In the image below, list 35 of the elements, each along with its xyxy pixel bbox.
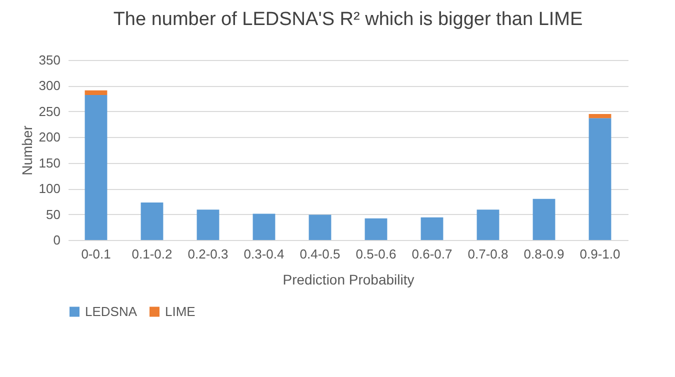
x-tick-label: 0-0.1 <box>81 246 111 262</box>
bar <box>532 198 556 240</box>
bar <box>476 210 500 240</box>
x-tick-label: 0.2-0.3 <box>188 246 228 262</box>
y-tick-label: 250 <box>38 104 60 119</box>
x-tick-label: 0.4-0.5 <box>300 246 340 262</box>
x-tick-label: 0.5-0.6 <box>356 246 396 262</box>
chart-title: The number of LEDSNA'S R² which is bigger than LIME <box>113 9 583 30</box>
bar <box>84 94 108 240</box>
y-tick-label: 350 <box>38 52 60 68</box>
bar <box>308 214 332 240</box>
x-axis-title: Prediction Probability <box>282 272 414 288</box>
bar <box>252 214 276 240</box>
y-tick-label: 300 <box>38 78 60 94</box>
legend-label: LIME <box>165 304 196 319</box>
bar <box>420 217 444 240</box>
x-tick-label: 0.8-0.9 <box>524 246 564 262</box>
bar <box>588 118 612 240</box>
y-tick-label: 200 <box>38 130 60 145</box>
x-tick-label: 0.7-0.8 <box>468 246 508 262</box>
x-tick-label: 0.1-0.2 <box>132 246 172 262</box>
legend-label: LEDSNA <box>85 304 138 319</box>
bar <box>364 218 388 240</box>
y-tick-label: 50 <box>46 206 60 222</box>
bar <box>196 210 220 240</box>
bar <box>140 202 164 240</box>
bar <box>588 114 612 118</box>
y-tick-label: 100 <box>38 181 60 196</box>
x-tick-label: 0.9-1.0 <box>580 246 620 262</box>
x-tick-label: 0.6-0.7 <box>412 246 452 262</box>
y-tick-label: 150 <box>38 155 60 170</box>
y-axis-title: Number <box>18 125 35 176</box>
bar <box>84 90 108 95</box>
x-tick-label: 0.3-0.4 <box>244 246 284 262</box>
y-tick-label: 0 <box>53 232 60 248</box>
